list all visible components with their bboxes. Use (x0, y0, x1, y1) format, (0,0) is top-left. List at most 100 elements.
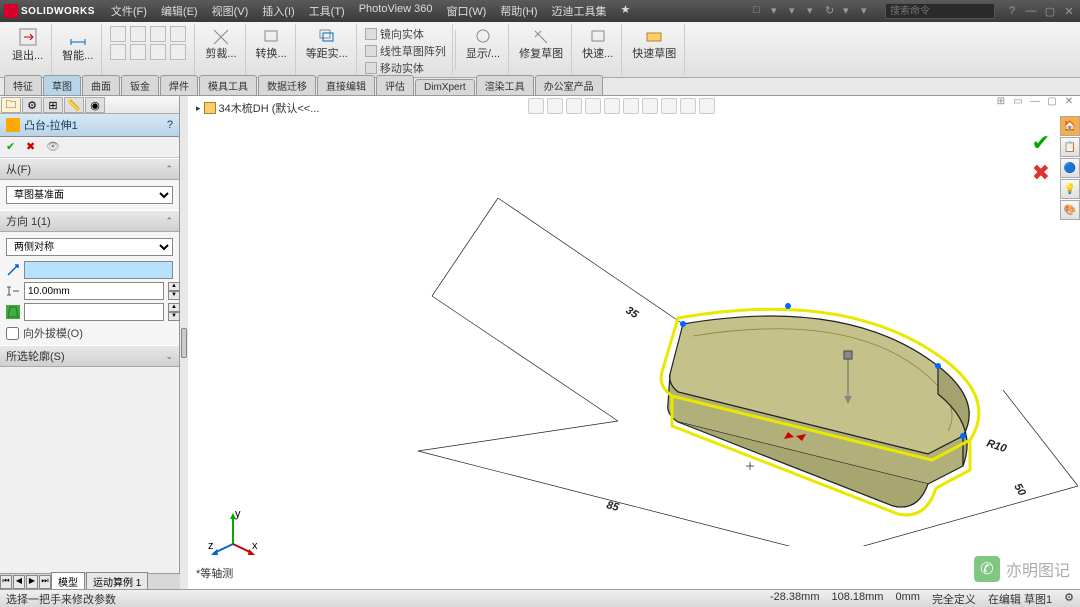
depth-down-button[interactable]: ▼ (168, 291, 180, 300)
draft-icon[interactable] (6, 305, 20, 319)
draft-outward-checkbox[interactable]: 向外拔模(O) (6, 325, 173, 341)
tab-direct[interactable]: 直接编辑 (317, 75, 375, 95)
display-style-icon[interactable] (623, 98, 639, 114)
view-orientation-icon[interactable] (604, 98, 620, 114)
new-icon[interactable]: □ (753, 4, 767, 18)
options-icon[interactable]: ▾ (843, 4, 857, 18)
document-name[interactable]: 34木梳DH (默认<<... (219, 100, 320, 116)
display-button[interactable]: 显示/... (464, 26, 502, 62)
save-icon[interactable]: ▾ (789, 4, 803, 18)
repair-button[interactable]: 修复草图 (517, 26, 565, 62)
tab-nav-last[interactable]: ⏭ (39, 575, 51, 589)
panel-tab-property[interactable]: ⚙ (22, 97, 42, 113)
orientation-triad[interactable]: y x z (208, 509, 258, 559)
corner-cancel-button[interactable]: ✖ (1032, 160, 1050, 186)
corner-ok-button[interactable]: ✔ (1032, 130, 1050, 156)
panel-tab-display[interactable]: ◉ (85, 97, 105, 113)
direction-vector-field[interactable] (24, 261, 173, 279)
tab-nav-prev[interactable]: ◀ (13, 575, 25, 589)
edit-appearance-icon[interactable] (661, 98, 677, 114)
mdi-min-icon[interactable]: — (1028, 96, 1042, 110)
mdi-cascade-icon[interactable]: ▭ (1011, 96, 1025, 110)
contour-section-header[interactable]: 所选轮廓(S) ⌄ (0, 345, 179, 367)
direction-vector-icon[interactable] (6, 263, 20, 277)
tab-evaluate[interactable]: 评估 (376, 75, 414, 95)
exit-sketch-button[interactable]: 退出... (10, 26, 45, 64)
dim-r10[interactable]: R10 (985, 437, 1009, 455)
draft-up-button[interactable]: ▲ (168, 303, 180, 312)
minimize-btn[interactable]: — (1024, 4, 1038, 18)
circle-tool-icon[interactable] (130, 26, 146, 42)
spline-tool-icon[interactable] (170, 26, 186, 42)
linear-pattern-button[interactable]: 线性草图阵列 (365, 43, 446, 59)
open-icon[interactable]: ▾ (771, 4, 785, 18)
move-button[interactable]: 移动实体 (365, 60, 446, 76)
tab-weldment[interactable]: 焊件 (160, 75, 198, 95)
view-settings-icon[interactable] (699, 98, 715, 114)
ellipse-tool-icon[interactable] (150, 44, 166, 60)
section-view-icon[interactable] (585, 98, 601, 114)
help-icon[interactable]: ? (1005, 4, 1019, 18)
more-icon[interactable]: ▾ (861, 4, 875, 18)
custom-props-tab-icon[interactable]: 📋 (1060, 137, 1080, 157)
tab-office[interactable]: 办公室产品 (535, 75, 603, 95)
tab-sheetmetal[interactable]: 钣金 (121, 75, 159, 95)
previous-view-icon[interactable] (566, 98, 582, 114)
menu-help[interactable]: 帮助(H) (494, 1, 543, 21)
tree-expand-icon[interactable]: ▸ (196, 103, 201, 114)
appearances-tab-icon[interactable]: 🏠 (1060, 116, 1080, 136)
menu-tools[interactable]: 工具(T) (303, 1, 351, 21)
menu-window[interactable]: 窗口(W) (441, 1, 493, 21)
from-section-header[interactable]: 从(F) ⌃ (0, 158, 179, 180)
maximize-btn[interactable]: ▢ (1043, 4, 1057, 18)
tab-nav-first[interactable]: ⏮ (0, 575, 12, 589)
panel-tab-feature-tree[interactable]: 🗀 (1, 97, 21, 113)
zoom-area-icon[interactable] (547, 98, 563, 114)
panel-resize-handle[interactable] (180, 96, 188, 589)
mdi-tile-icon[interactable]: ⊞ (994, 96, 1008, 110)
dim-85[interactable]: 85 (605, 499, 621, 514)
quick-button[interactable]: 快速... (580, 26, 615, 62)
lights-tab-icon[interactable]: 💡 (1060, 179, 1080, 199)
feature-preview-button[interactable]: 👁 (46, 140, 60, 154)
print-icon[interactable]: ▾ (807, 4, 821, 18)
mdi-max-icon[interactable]: ▢ (1045, 96, 1059, 110)
smart-dimension-button[interactable]: 智能... (60, 26, 95, 64)
graphics-viewport[interactable]: ▸ 34木梳DH (默认<<... ⊞ ▭ — ▢ ✕ ✔ ✖ (188, 96, 1080, 589)
tab-render[interactable]: 渲染工具 (476, 75, 534, 95)
menu-photoview[interactable]: PhotoView 360 (353, 1, 439, 21)
end-condition-select[interactable]: 两侧对称 (6, 238, 173, 256)
apply-scene-icon[interactable] (680, 98, 696, 114)
mdi-close-icon[interactable]: ✕ (1062, 96, 1076, 110)
line-tool-icon[interactable] (110, 26, 126, 42)
menu-star-icon[interactable]: ★ (615, 1, 637, 21)
direction-section-header[interactable]: 方向 1(1) ⌃ (0, 210, 179, 232)
draft-outward-input[interactable] (6, 327, 19, 340)
feature-cancel-button[interactable]: ✖ (26, 140, 40, 154)
decals-tab-icon[interactable]: 🔵 (1060, 158, 1080, 178)
rebuild-icon[interactable]: ↻ (825, 4, 839, 18)
menu-edit[interactable]: 编辑(E) (155, 1, 204, 21)
close-btn[interactable]: ✕ (1062, 4, 1076, 18)
panel-tab-config[interactable]: ⊞ (43, 97, 63, 113)
hide-show-icon[interactable] (642, 98, 658, 114)
point-tool-icon[interactable] (170, 44, 186, 60)
tab-mold[interactable]: 模具工具 (199, 75, 257, 95)
menu-maidi[interactable]: 迈迪工具集 (546, 1, 613, 21)
from-plane-select[interactable]: 草图基准面 (6, 186, 173, 204)
feature-ok-button[interactable]: ✔ (6, 140, 20, 154)
menu-insert[interactable]: 插入(I) (256, 1, 300, 21)
tab-nav-next[interactable]: ▶ (26, 575, 38, 589)
arc-tool-icon[interactable] (150, 26, 166, 42)
mirror-button[interactable]: 镜向实体 (365, 26, 446, 42)
tab-dimxpert[interactable]: DimXpert (415, 79, 475, 95)
tab-sketch[interactable]: 草图 (43, 75, 81, 95)
menu-view[interactable]: 视图(V) (206, 1, 255, 21)
tab-surface[interactable]: 曲面 (82, 75, 120, 95)
zoom-fit-icon[interactable] (528, 98, 544, 114)
tab-data[interactable]: 数据迁移 (258, 75, 316, 95)
command-search[interactable] (885, 3, 995, 19)
rect-tool-icon[interactable] (110, 44, 126, 60)
draft-down-button[interactable]: ▼ (168, 312, 180, 321)
panel-tab-dim[interactable]: 📏 (64, 97, 84, 113)
